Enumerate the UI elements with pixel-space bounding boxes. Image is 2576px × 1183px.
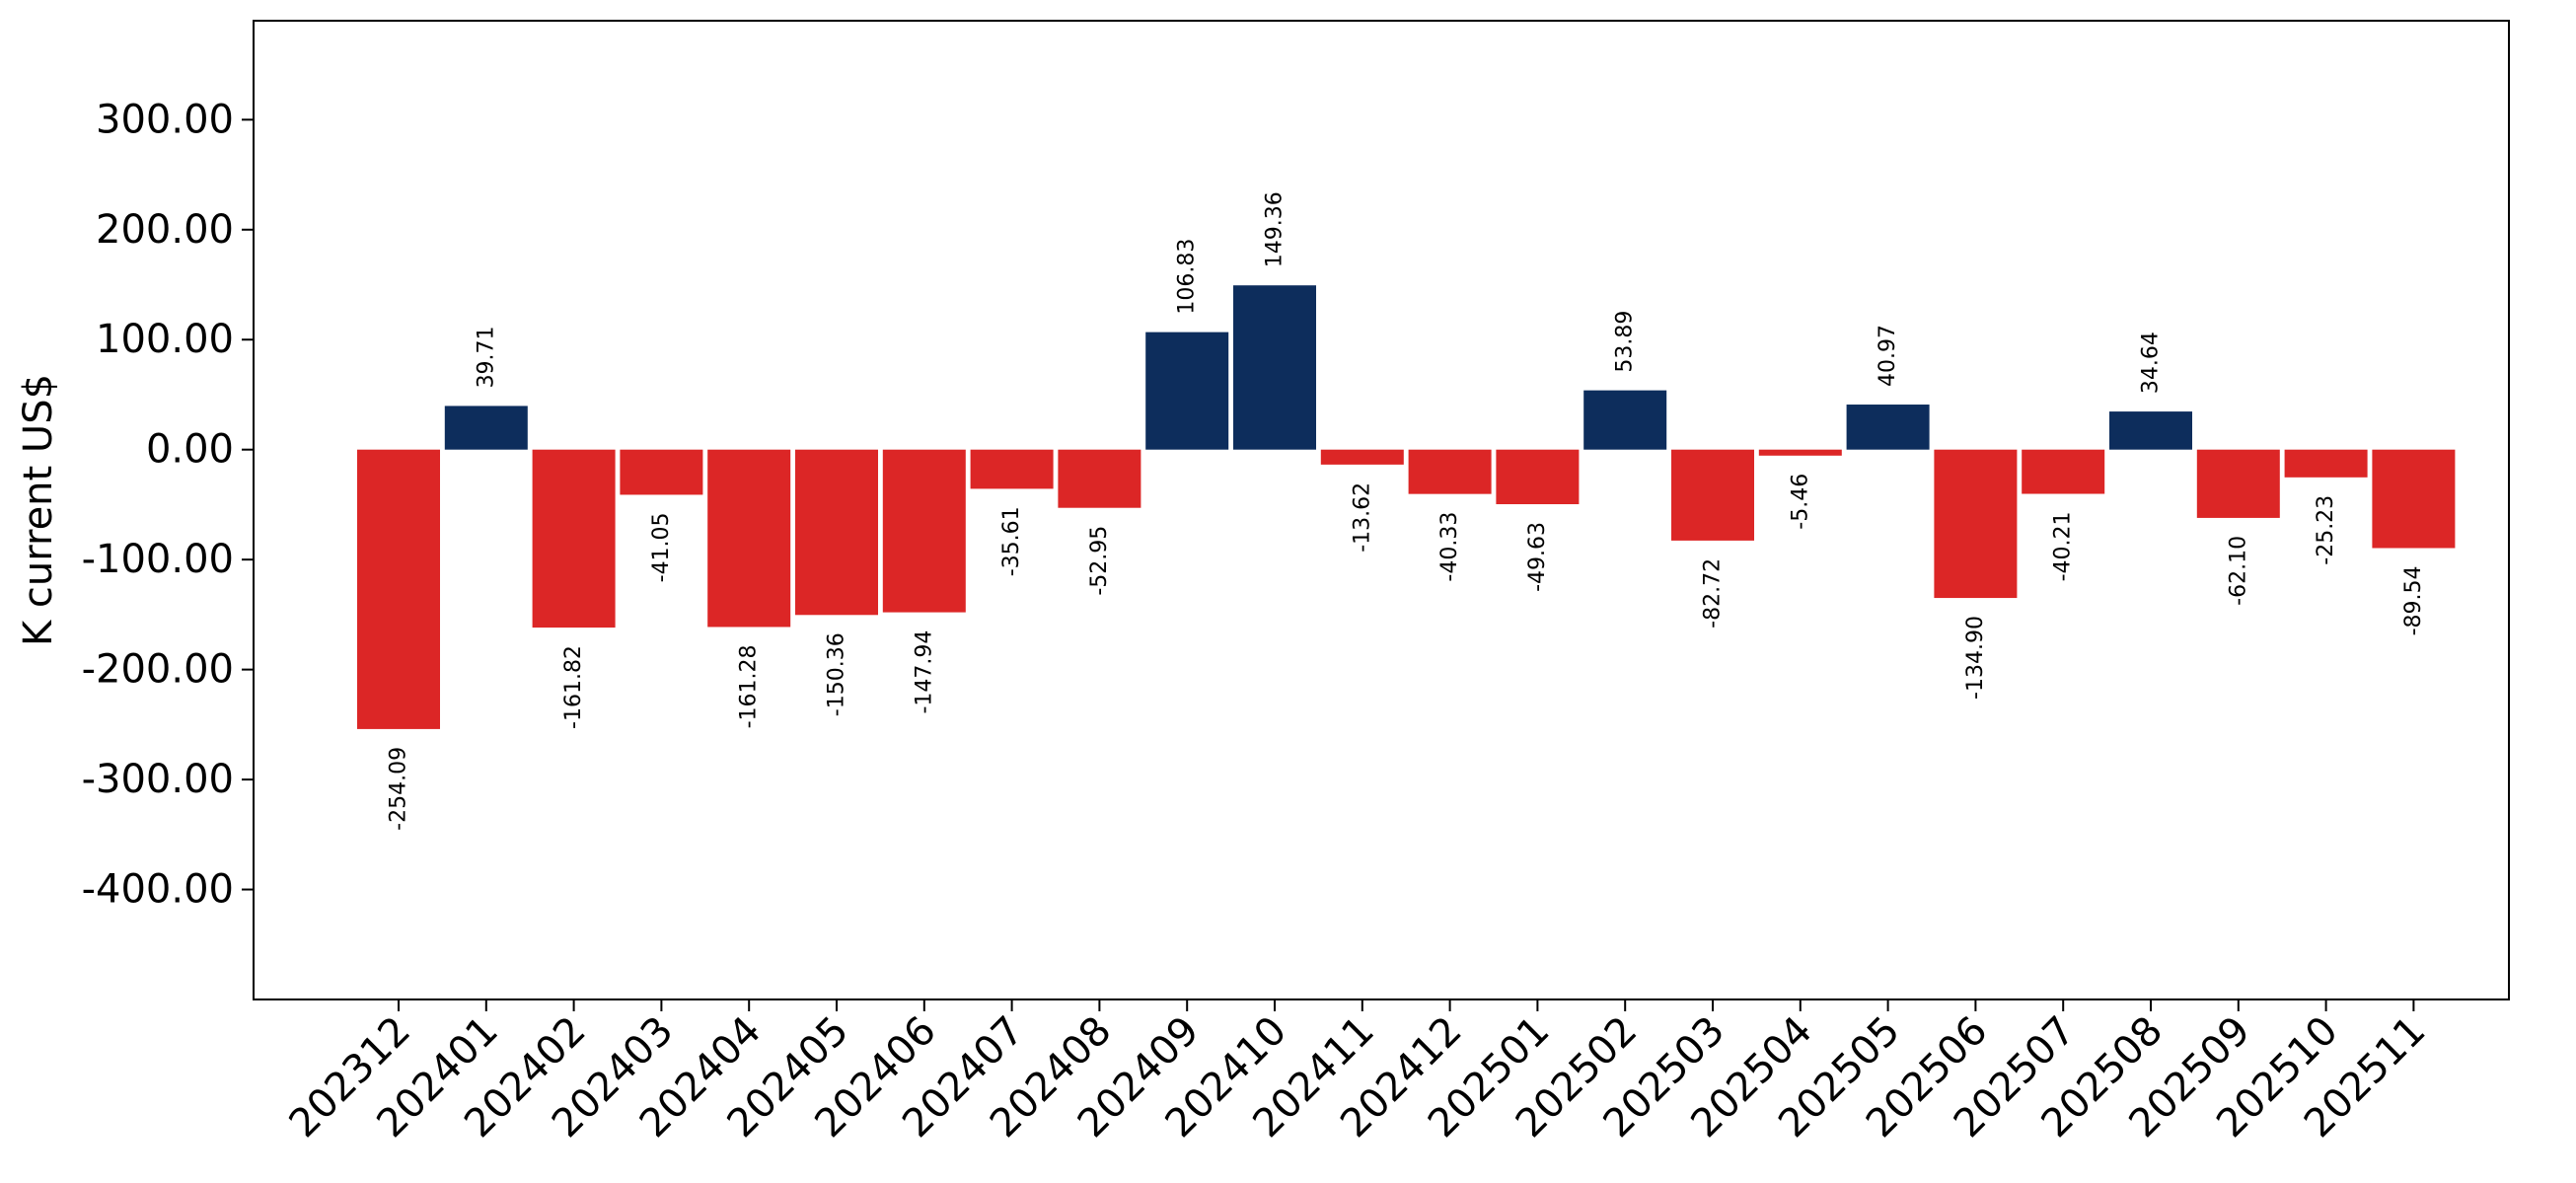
bar-202504: [1758, 449, 1842, 456]
y-tick-label-5: -200.00: [82, 647, 234, 693]
bar-202401: [444, 406, 528, 450]
y-tick-label-6: -300.00: [82, 757, 234, 802]
bar-202510: [2284, 449, 2368, 478]
value-label-202408: -52.95: [1087, 526, 1112, 596]
y-tick-label-1: 200.00: [96, 207, 234, 253]
y-tick-label-0: 300.00: [96, 97, 234, 142]
value-label-202412: -40.33: [1437, 512, 1462, 582]
value-label-202503: -82.72: [1701, 558, 1726, 628]
bar-202408: [1058, 449, 1141, 508]
value-label-202504: -5.46: [1788, 474, 1812, 530]
plot-frame: [253, 20, 2510, 1000]
value-label-202510: -25.23: [2314, 495, 2338, 565]
y-tick-label-4: -100.00: [82, 537, 234, 582]
bar-202511: [2372, 449, 2456, 549]
bar-202405: [795, 449, 878, 616]
value-label-202407: -35.61: [999, 506, 1024, 576]
value-labels-group: -254.09 39.71 -161.82 -41.05 -161.28 -150.36 -…: [387, 191, 2426, 831]
bar-202402: [532, 449, 616, 628]
value-label-202509: -62.10: [2226, 536, 2250, 606]
bar-202505: [1846, 405, 1930, 450]
x-axis: 2023122024012024022024032024042024052024…: [281, 999, 2434, 1146]
y-axis: 300.00 200.00 100.00 0.00 -100.00 -200.00 -300…: [82, 97, 254, 913]
bar-202407: [970, 449, 1054, 489]
value-label-202508: 34.64: [2139, 332, 2164, 394]
bar-202501: [1496, 449, 1580, 505]
value-label-202403: -41.05: [649, 512, 674, 582]
value-label-202404: -161.28: [737, 644, 762, 728]
value-label-202511: -89.54: [2401, 565, 2426, 635]
value-label-202507: -40.21: [2051, 512, 2076, 582]
value-label-202312: -254.09: [387, 747, 411, 831]
bars-group: [357, 285, 2456, 729]
bar-202508: [2109, 411, 2192, 450]
bar-202507: [2022, 449, 2105, 494]
bar-202412: [1408, 449, 1492, 494]
bar-202404: [707, 449, 791, 628]
value-label-202402: -161.82: [561, 645, 586, 729]
value-label-202505: 40.97: [1876, 325, 1900, 387]
bar-202502: [1583, 390, 1667, 450]
value-label-202406: -147.94: [912, 630, 936, 714]
bar-202409: [1145, 332, 1229, 450]
bar-202410: [1233, 285, 1316, 450]
bar-202406: [882, 449, 966, 613]
bar-202411: [1320, 449, 1404, 465]
y-tick-label-7: -400.00: [82, 867, 234, 913]
bar-202403: [620, 449, 703, 495]
value-label-202410: 149.36: [1263, 191, 1288, 267]
value-label-202506: -134.90: [1963, 616, 1988, 700]
bar-202312: [357, 449, 440, 729]
bar-202503: [1671, 449, 1754, 541]
bar-202509: [2196, 449, 2280, 518]
value-label-202405: -150.36: [825, 632, 849, 716]
value-label-202411: -13.62: [1350, 482, 1374, 553]
y-axis-title: K current US$: [16, 374, 61, 646]
y-tick-label-3: 0.00: [146, 427, 234, 473]
y-tick-label-2: 100.00: [96, 317, 234, 362]
value-label-202502: 53.89: [1613, 311, 1638, 373]
value-label-202401: 39.71: [474, 326, 498, 388]
value-label-202409: 106.83: [1175, 239, 1200, 315]
bar-202506: [1934, 449, 2018, 599]
value-label-202501: -49.63: [1525, 522, 1550, 592]
